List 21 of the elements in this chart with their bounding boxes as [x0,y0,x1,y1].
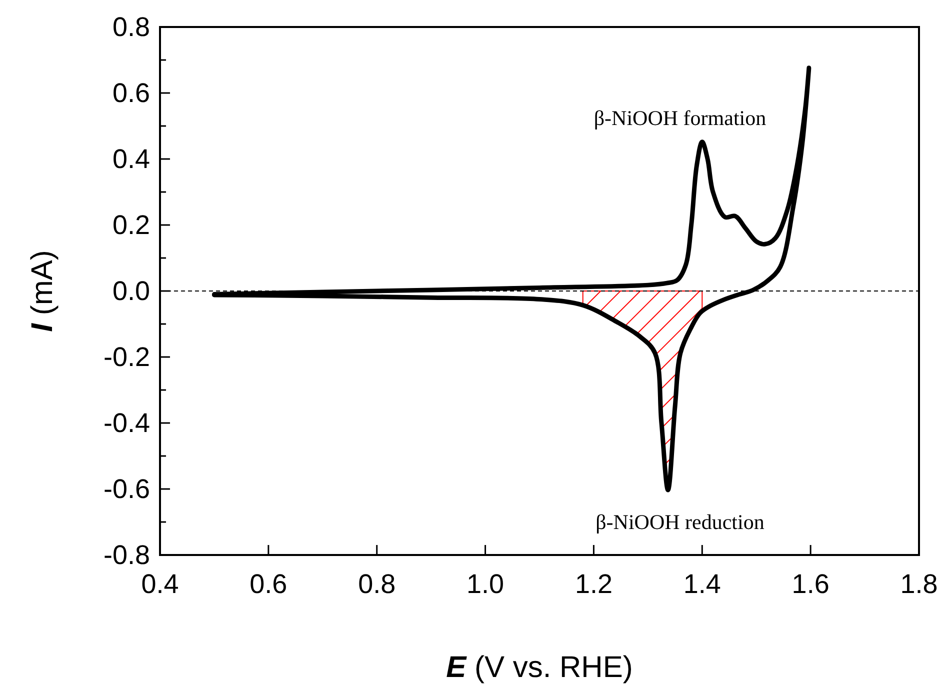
y-tick-label: 0.0 [112,276,150,306]
x-tick-label: 1.6 [792,569,830,599]
x-tick-label: 1.0 [466,569,504,599]
x-tick-label: 0.4 [141,569,179,599]
x-tick-label: 0.8 [358,569,396,599]
annotation: β-NiOOH formation [594,106,767,130]
y-tick-label: -0.6 [103,474,150,504]
y-tick-label: -0.8 [103,540,150,570]
x-tick-label: 1.2 [574,569,612,599]
x-tick-label: 1.4 [683,569,721,599]
y-tick-label: 0.2 [112,210,150,240]
x-axis-title: E (V vs. RHE) [446,651,633,684]
y-tick-label: -0.4 [103,408,150,438]
y-tick-label: 0.4 [112,144,150,174]
y-axis-title: I (mA) [26,250,59,332]
y-tick-label: 0.8 [112,12,150,42]
y-tick-label: -0.2 [103,342,150,372]
x-tick-label: 0.6 [250,569,288,599]
y-tick-label: 0.6 [112,78,150,108]
x-tick-label: 1.8 [900,569,938,599]
annotation: β-NiOOH reduction [596,510,765,534]
